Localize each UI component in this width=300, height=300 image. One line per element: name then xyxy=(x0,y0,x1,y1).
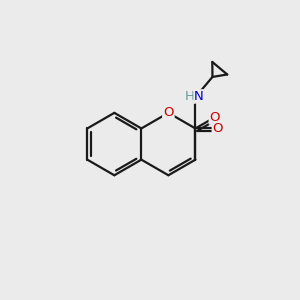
Text: O: O xyxy=(210,111,220,124)
Text: O: O xyxy=(213,122,223,135)
Text: N: N xyxy=(194,90,204,103)
Text: H: H xyxy=(185,90,195,103)
Text: O: O xyxy=(163,106,174,119)
